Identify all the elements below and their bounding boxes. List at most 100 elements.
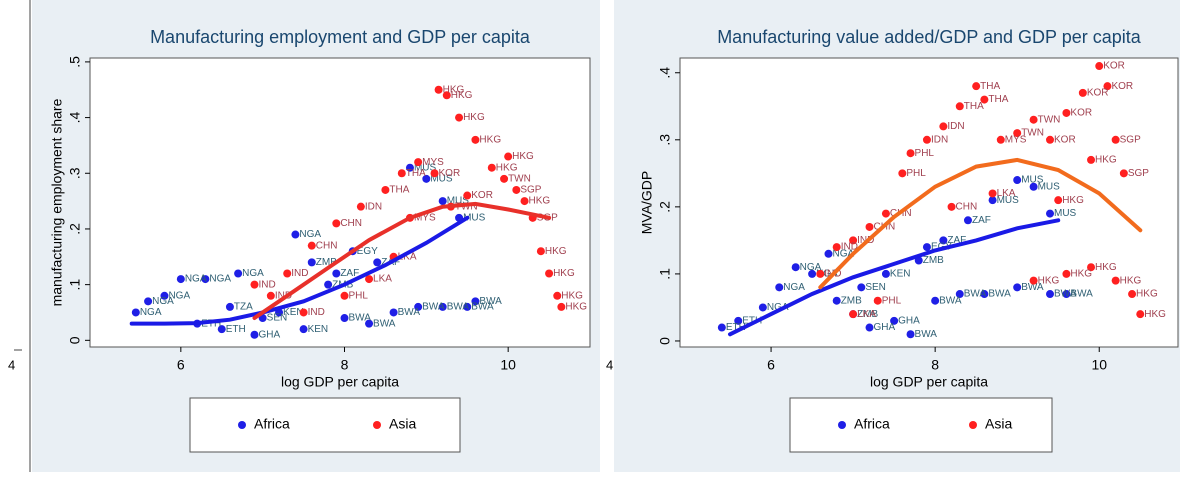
point-label: SGP	[1120, 134, 1141, 145]
point	[234, 269, 243, 278]
point-label: IND	[275, 290, 292, 301]
point-label: IDN	[947, 121, 964, 132]
point	[1087, 263, 1096, 272]
point-label: HKG	[1070, 269, 1092, 280]
point	[332, 219, 341, 228]
point-label: ZAF	[972, 215, 991, 226]
point-label: TWN	[1021, 128, 1044, 139]
point	[849, 236, 858, 245]
point	[824, 249, 833, 258]
point	[931, 296, 940, 305]
point-label: NGA	[140, 307, 162, 318]
point-label: HKG	[1095, 155, 1117, 166]
point-label: MUS	[1054, 208, 1077, 219]
point	[1029, 276, 1038, 285]
point	[455, 113, 464, 122]
y-axis-label: MVA/GDP	[639, 171, 655, 235]
point	[397, 169, 406, 178]
fit-line	[728, 218, 1061, 337]
point	[906, 149, 915, 158]
point-label: HKG	[565, 302, 587, 313]
point	[365, 319, 374, 328]
stray-label: 4	[8, 357, 15, 372]
point-label: BWA	[479, 296, 502, 307]
point	[422, 174, 431, 183]
point-label: HKG	[1136, 289, 1158, 300]
point	[816, 269, 825, 278]
point	[1128, 290, 1137, 299]
point-label: ZMB	[857, 309, 878, 320]
point	[250, 330, 259, 339]
point-label: MUS	[447, 196, 470, 207]
point	[1062, 269, 1071, 278]
legend-label: Asia	[389, 416, 416, 432]
point	[1087, 155, 1096, 164]
point	[307, 258, 316, 267]
point	[504, 152, 513, 161]
y-tick-label: .2	[67, 223, 83, 235]
point	[471, 297, 480, 306]
point-label: BWA	[422, 302, 445, 313]
point	[1046, 135, 1055, 144]
point	[980, 95, 989, 104]
point	[144, 297, 153, 306]
point-label: BWA	[349, 313, 372, 324]
point	[890, 316, 899, 325]
point-label: BWA	[1054, 289, 1077, 300]
x-axis-label: log GDP per capita	[281, 374, 399, 390]
point	[307, 241, 316, 250]
point-label: HKG	[1062, 195, 1084, 206]
point	[434, 85, 443, 94]
x-axis-label: log GDP per capita	[870, 374, 988, 390]
point	[283, 269, 292, 278]
point-label: HKG	[561, 290, 583, 301]
point-label: GHA	[258, 329, 280, 340]
point	[996, 135, 1005, 144]
y-tick-label: .2	[657, 201, 673, 213]
point	[906, 330, 915, 339]
point-label: THA	[988, 94, 1008, 105]
plot-area	[679, 57, 1179, 348]
point	[381, 185, 390, 194]
point	[266, 291, 275, 300]
point-label: HKG	[529, 196, 551, 207]
point-label: KEN	[283, 307, 304, 318]
legend-label: Africa	[254, 416, 290, 432]
point-label: NGA	[185, 274, 207, 285]
point-label: HKG	[1095, 262, 1117, 273]
point	[225, 302, 234, 311]
x-tick-label: 8	[931, 357, 939, 373]
point-label: KEN	[308, 324, 329, 335]
point-label: HKG	[479, 134, 501, 145]
point	[988, 189, 997, 198]
point	[955, 290, 964, 299]
point-label: MUS	[997, 195, 1020, 206]
point-label: NGA	[152, 296, 174, 307]
point	[1062, 108, 1071, 117]
point	[922, 135, 931, 144]
point-label: TWN	[1038, 114, 1061, 125]
point-label: MYS	[1005, 134, 1027, 145]
point-label: KOR	[1111, 81, 1133, 92]
point	[873, 296, 882, 305]
point	[414, 158, 423, 167]
legend-box	[189, 397, 461, 453]
point-label: SGP	[520, 185, 541, 196]
point-label: ZMB	[841, 295, 862, 306]
point	[438, 197, 447, 206]
point-label: BWA	[988, 289, 1011, 300]
point-label: NGA	[783, 282, 805, 293]
point-label: ZAF	[340, 268, 359, 279]
point-label: CHN	[340, 218, 362, 229]
point-label: NGA	[832, 248, 854, 259]
legend-marker	[838, 421, 846, 429]
point-label: IDN	[931, 134, 948, 145]
point-label: NGA	[242, 268, 264, 279]
point-label: HKG	[496, 162, 518, 173]
fit-line	[252, 201, 552, 320]
point	[717, 323, 726, 332]
point	[471, 135, 480, 144]
point-label: LKA	[857, 309, 876, 320]
point	[922, 243, 931, 252]
point-label: KOR	[439, 168, 461, 179]
